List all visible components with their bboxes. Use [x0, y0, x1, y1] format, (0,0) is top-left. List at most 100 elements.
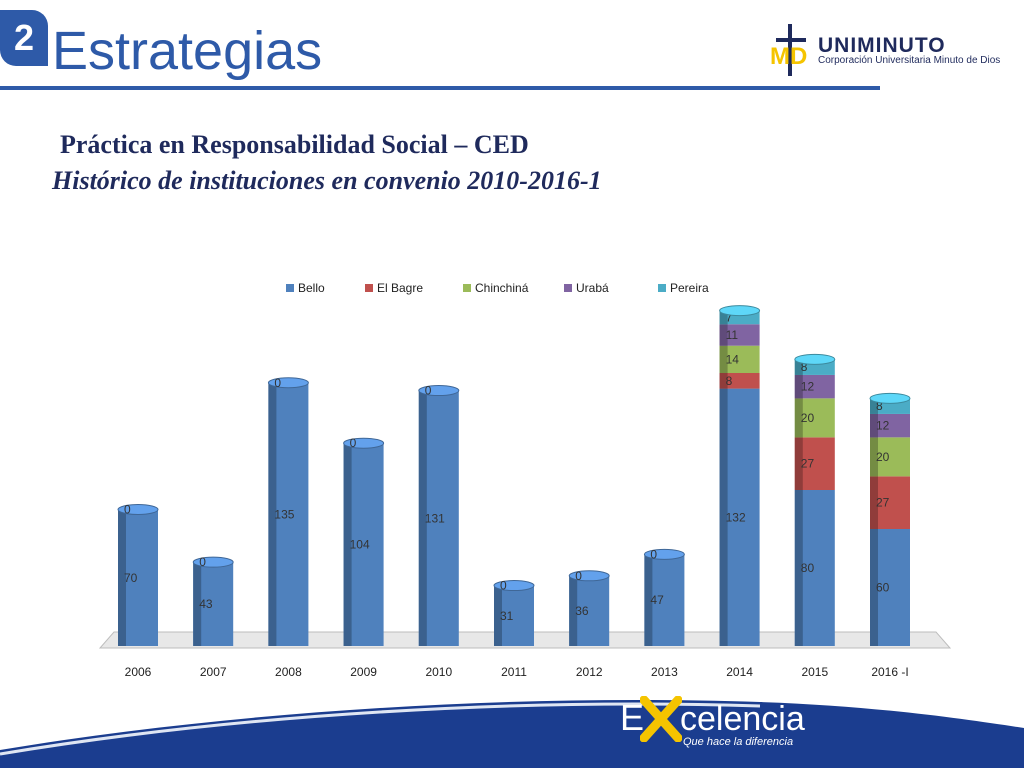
x-tick-label: 2009 [350, 665, 377, 679]
data-label: 20 [876, 450, 890, 464]
data-label: 8 [801, 360, 808, 374]
bar-segment-shade [268, 382, 277, 646]
bar-segment-shade [794, 437, 803, 490]
data-label: 12 [876, 419, 890, 433]
data-label: 135 [274, 507, 294, 521]
bar-segment [719, 373, 760, 389]
legend-label: Urabá [576, 281, 609, 295]
bar-segment-shade [644, 554, 653, 646]
legend-label: Pereira [670, 281, 709, 295]
data-label: 104 [350, 538, 370, 552]
data-label: 20 [801, 411, 815, 425]
bar-cap [493, 580, 535, 592]
bar-cap [719, 305, 761, 317]
x-tick-label: 2010 [425, 665, 452, 679]
legend-swatch [365, 284, 373, 292]
data-label: 132 [726, 510, 746, 524]
x-tick-label: 2006 [125, 665, 152, 679]
footer-wave [0, 700, 1024, 768]
bar-segment-shade [719, 310, 728, 325]
stacked-bar-chart: Bello El Bagre Chinchiná Urabá Pereira700200… [98, 281, 952, 679]
data-label: 27 [876, 496, 890, 510]
bar-segment-shade [870, 413, 878, 438]
uniminuto-logo-icon: MD [770, 24, 807, 76]
bar-cap [343, 437, 385, 449]
bar-cap [869, 392, 911, 404]
bar-cap [643, 548, 685, 560]
bar-cap [117, 504, 159, 515]
data-label: 47 [650, 593, 664, 607]
slide-title: Estrategias [52, 21, 323, 81]
bar-segment-shade [193, 562, 202, 646]
data-label: 80 [801, 561, 815, 575]
excelencia-x-icon [640, 696, 682, 742]
bar-segment-shade [870, 437, 878, 477]
data-label: 7 [726, 310, 733, 324]
bar-segment-shade [719, 373, 728, 389]
bar-segment-shade [719, 324, 728, 346]
x-tick-label: 2016 -I [871, 665, 908, 679]
x-tick-label: 2012 [576, 665, 603, 679]
bar-segment-shade [343, 443, 352, 646]
data-label: 8 [726, 374, 733, 388]
bar-segment-shade [794, 374, 803, 399]
data-label: 0 [575, 569, 582, 583]
bar-cap [568, 570, 610, 582]
data-label: 43 [199, 597, 213, 611]
bar-segment-shade [118, 509, 126, 646]
footer-brand-e: E [620, 697, 645, 738]
data-label: 8 [876, 399, 883, 413]
data-label: 0 [124, 503, 131, 517]
legend-swatch [658, 284, 666, 292]
legend-label: Chinchiná [475, 281, 529, 295]
legend-label: Bello [298, 281, 325, 295]
data-label: 0 [199, 555, 206, 569]
legend-label: El Bagre [377, 281, 423, 295]
data-label: 0 [650, 547, 657, 561]
legend-swatch [463, 284, 471, 292]
data-label: 14 [726, 352, 740, 366]
footer-brand-word: celencia [680, 700, 805, 738]
data-label: 31 [500, 609, 514, 623]
data-label: 70 [124, 571, 138, 585]
bar-segment-shade [569, 575, 578, 646]
title-underline [0, 86, 880, 90]
x-tick-label: 2011 [501, 665, 527, 679]
bar-segment [870, 413, 910, 438]
data-label: 0 [500, 579, 507, 593]
bar-segment-shade [719, 388, 728, 646]
x-tick-label: 2013 [651, 665, 678, 679]
x-tick-label: 2008 [275, 665, 302, 679]
bar-segment-shade [794, 359, 803, 375]
bar-segment-shade [870, 476, 878, 529]
bar-segment-shade [794, 490, 803, 646]
bar-segment [719, 324, 760, 346]
legend-swatch [286, 284, 294, 292]
data-label: 36 [575, 604, 589, 618]
data-label: 27 [801, 457, 815, 471]
bar-segment-shade [794, 398, 803, 438]
bar-segment [794, 374, 835, 399]
data-label: 11 [726, 328, 739, 342]
chart-subheading: Histórico de instituciones en convenio 2… [52, 166, 602, 195]
data-label: 0 [425, 384, 432, 398]
logo-name: UNIMINUTO [818, 34, 946, 57]
data-label: 12 [801, 380, 815, 394]
data-label: 0 [274, 376, 281, 390]
bar-cap [418, 385, 460, 397]
bar-cap [794, 353, 836, 365]
logo-tagline: Corporación Universitaria Minuto de Dios [818, 55, 1001, 66]
chart-heading: Práctica en Responsabilidad Social – CED [60, 130, 529, 159]
bar-segment-shade [870, 398, 878, 414]
data-label: 60 [876, 581, 890, 595]
bar-segment-shade [494, 585, 502, 646]
data-label: 0 [350, 436, 357, 450]
legend-swatch [564, 284, 572, 292]
x-tick-label: 2007 [200, 665, 227, 679]
svg-text:MD: MD [770, 43, 807, 70]
bar-segment-shade [418, 390, 427, 646]
x-tick-label: 2015 [801, 665, 828, 679]
bar-segment-shade [719, 345, 728, 373]
bar-segment-shade [870, 529, 878, 646]
footer-slogan: Que hace la diferencia [683, 736, 794, 748]
